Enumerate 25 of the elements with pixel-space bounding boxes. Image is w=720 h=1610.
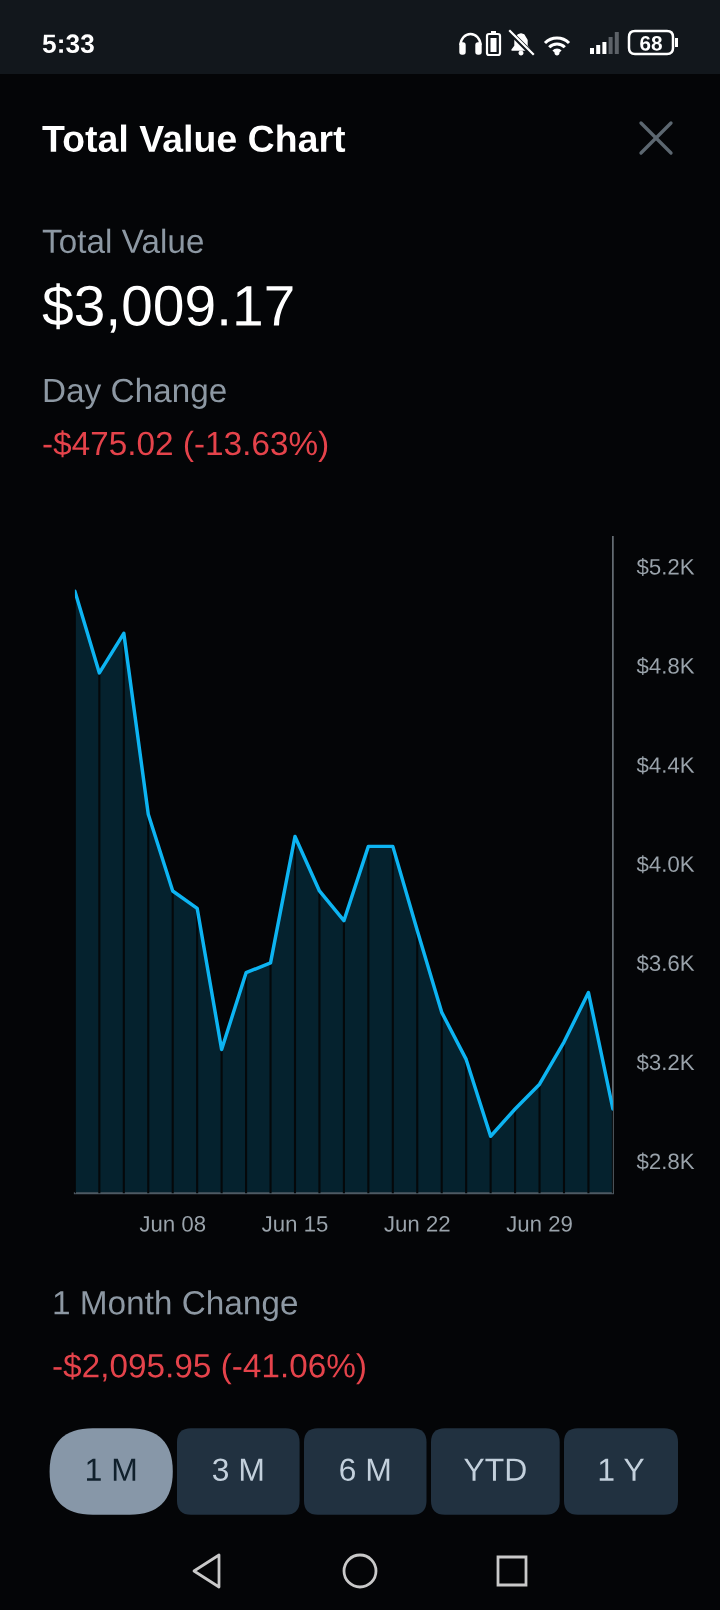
text: -$2,095.95 (-41.06%)	[53, 1352, 365, 1385]
text: Total Value	[42, 228, 203, 254]
text: YTD	[464, 1458, 526, 1481]
text: 68	[640, 35, 662, 51]
y-tick-label: $4.4K	[636, 756, 695, 775]
text: 5:33	[42, 34, 94, 54]
chart-title: Total Value Chart	[42, 124, 346, 153]
text: 1 Month Change	[54, 1290, 297, 1322]
x-tick-label: Jun 15	[261, 1216, 328, 1232]
text: 1 M	[87, 1458, 136, 1481]
text: Day Change	[44, 377, 226, 409]
text: -$475.02 (-13.63%)	[43, 430, 328, 462]
text: 6 M	[340, 1458, 390, 1482]
y-tick-label: $5.2K	[636, 558, 695, 577]
text: 1 Y	[599, 1458, 644, 1481]
y-tick-label: $3.6K	[636, 954, 695, 973]
x-tick-label: Jun 08	[139, 1216, 206, 1232]
y-tick-label: $4.8K	[636, 657, 695, 676]
text: $3,009.17	[42, 283, 293, 333]
y-tick-label: $4.0K	[636, 855, 695, 874]
y-tick-label: $2.8K	[636, 1152, 695, 1171]
y-tick-label: $3.2K	[636, 1053, 695, 1072]
x-tick-label: Jun 22	[384, 1216, 450, 1232]
x-tick-label: Jun 29	[506, 1216, 572, 1232]
text: 3 M	[212, 1458, 263, 1482]
